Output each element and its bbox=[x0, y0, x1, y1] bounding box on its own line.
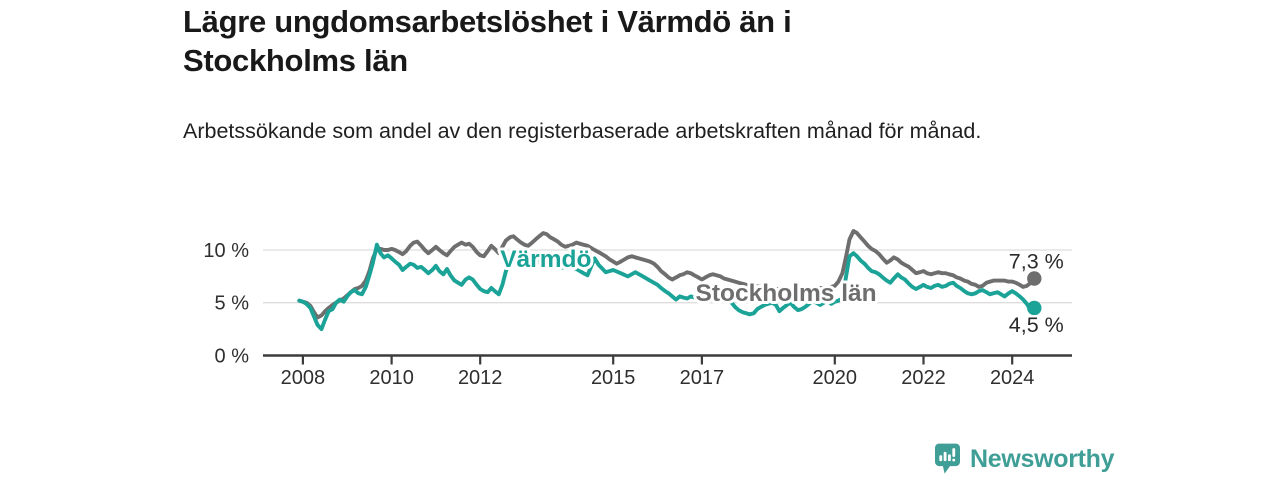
logo-exclamation-icon bbox=[952, 448, 956, 457]
x-tick-label: 2024 bbox=[990, 367, 1035, 389]
x-tick-label: 2015 bbox=[591, 367, 636, 389]
brand-name: Newsworthy bbox=[970, 444, 1115, 473]
logo-bar-3 bbox=[948, 454, 951, 462]
series-end-dot bbox=[1027, 271, 1042, 286]
chart-subtitle: Arbetssökande som andel av den registerb… bbox=[183, 119, 982, 143]
x-tick-label: 2012 bbox=[458, 367, 503, 389]
x-tick-label: 2008 bbox=[281, 367, 326, 389]
logo-bar-1 bbox=[939, 455, 943, 462]
series-end-value-label: 4,5 % bbox=[1009, 313, 1064, 337]
logo-exclamation-dot bbox=[952, 458, 956, 462]
x-tick-label: 2020 bbox=[813, 367, 858, 389]
x-tick-label: 2022 bbox=[901, 367, 946, 389]
series-label: Stockholms län bbox=[696, 280, 877, 307]
chart-title: Lägre ungdomsarbetslöshet i Värmdö än i … bbox=[183, 4, 792, 79]
x-tick-label: 2017 bbox=[680, 367, 725, 389]
y-tick-label: 5 % bbox=[215, 293, 250, 315]
newsworthy-branding: Newsworthy bbox=[935, 441, 1115, 477]
series-line-v-rmd- bbox=[297, 242, 1037, 332]
series-line-stockholms-l-n bbox=[297, 229, 1037, 320]
newsworthy-logo-icon bbox=[935, 443, 960, 474]
x-tick-label: 2010 bbox=[369, 367, 414, 389]
y-tick-label: 10 % bbox=[203, 240, 249, 262]
series-end-value-label: 7,3 % bbox=[1009, 250, 1064, 274]
logo-bar-2 bbox=[943, 451, 947, 462]
y-tick-label: 0 % bbox=[215, 346, 250, 368]
series-label: Värmdö bbox=[500, 246, 591, 273]
series-end-dot bbox=[1027, 300, 1042, 316]
